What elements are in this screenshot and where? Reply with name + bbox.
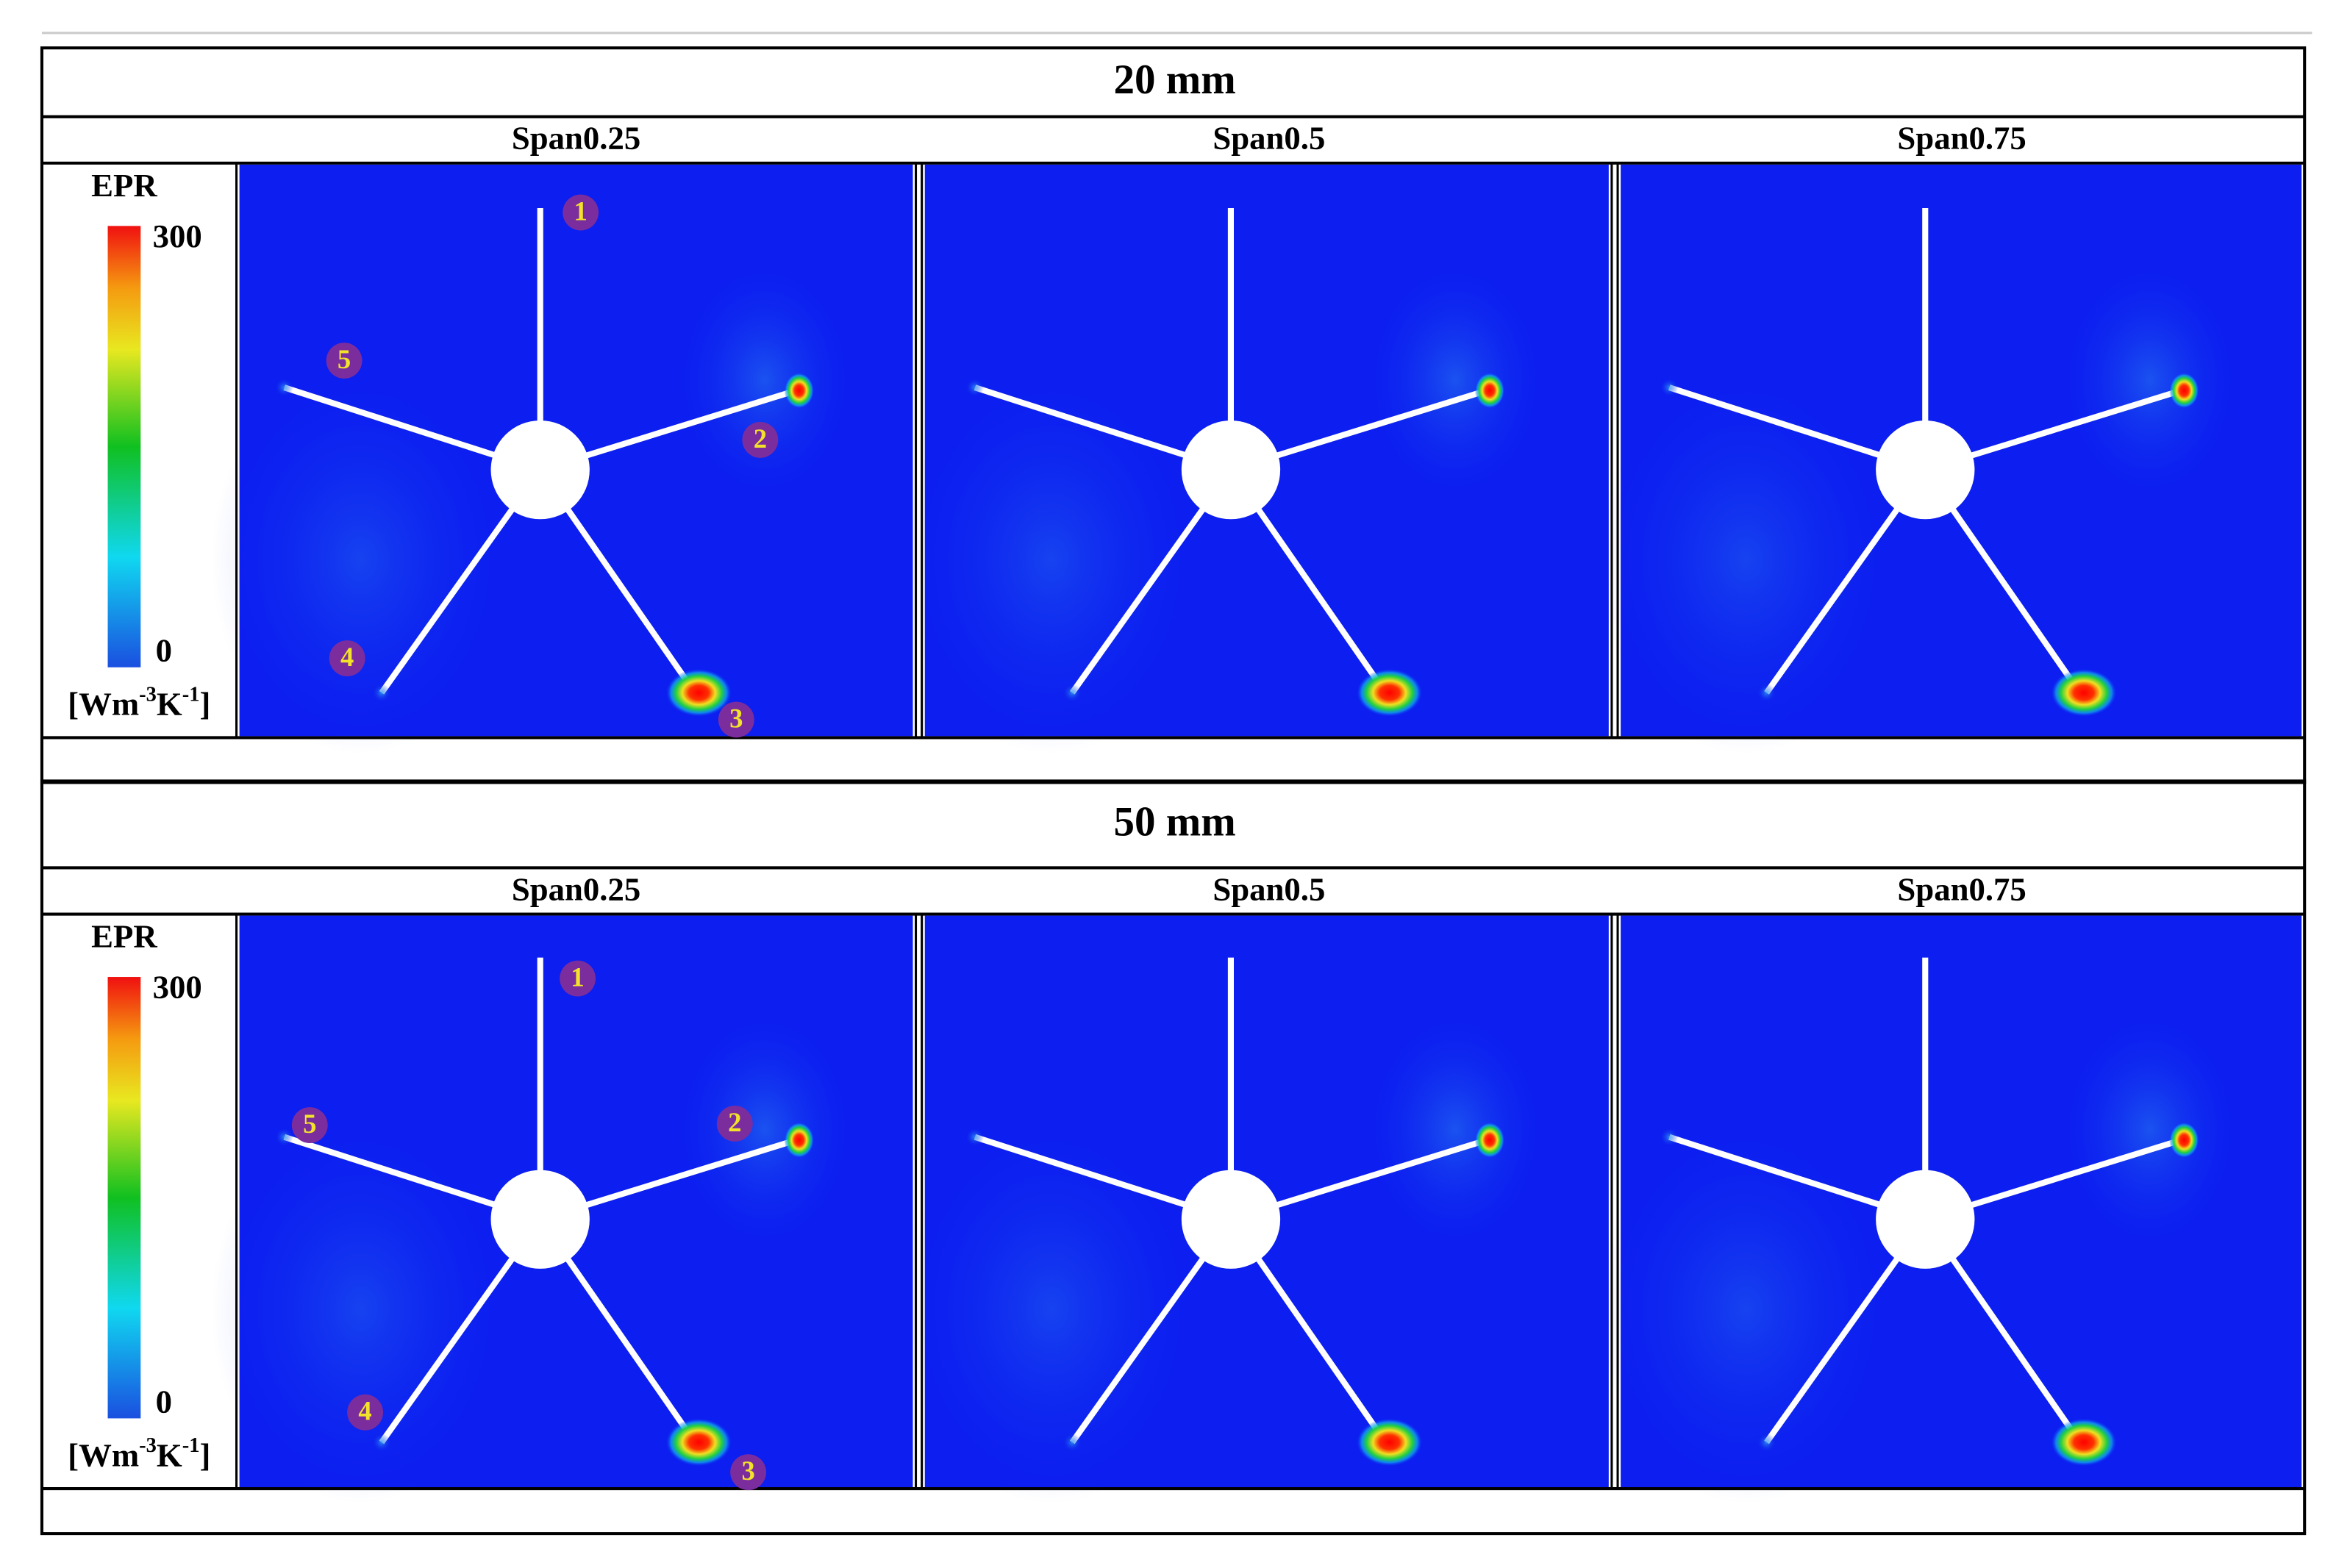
- flow-glow: [674, 260, 855, 500]
- hot-spot: [2051, 668, 2117, 717]
- colorbar-min: 0: [156, 1383, 172, 1420]
- hot-spot: [1356, 668, 1423, 717]
- blade-label-badge: [563, 194, 599, 231]
- flow-glow: [210, 1114, 510, 1504]
- hot-spot: [372, 1433, 391, 1452]
- hot-spot: [965, 1128, 985, 1147]
- hot-spot: [965, 378, 985, 397]
- colorbar-unit-part: -1: [182, 683, 200, 706]
- colorbar-min: 0: [156, 632, 172, 669]
- hot-spot: [1063, 1433, 1082, 1452]
- colorbar-unit-part: K: [157, 1437, 182, 1474]
- blade-label: 2: [754, 423, 767, 454]
- hot-spot: [1356, 1418, 1423, 1467]
- colorbar-unit-part: [Wm: [68, 1437, 139, 1474]
- blade-label: 1: [571, 962, 584, 992]
- colorbar-unit: [Wm-3K-1]: [68, 1434, 210, 1474]
- hot-spot: [1757, 1433, 1776, 1452]
- hot-spot: [784, 1122, 815, 1159]
- row-title: 20 mm: [1114, 57, 1236, 103]
- row-box: [40, 779, 2307, 1536]
- flow-glow: [1596, 365, 1896, 754]
- blade-label: 1: [574, 196, 587, 226]
- hot-spot: [665, 668, 732, 717]
- hot-spot: [1660, 378, 1679, 397]
- hub: [490, 1170, 590, 1269]
- flow-glow: [901, 1114, 1201, 1504]
- column-label: Span0.25: [512, 870, 640, 907]
- column-label: Span0.5: [1213, 870, 1325, 907]
- colorbar-max: 300: [153, 218, 202, 254]
- hub: [1181, 1170, 1281, 1269]
- blade-label-badge: [742, 421, 779, 458]
- colorbar-unit-part: ]: [199, 1437, 210, 1474]
- colorbar-unit-part: -3: [139, 683, 157, 706]
- blade-label: 2: [728, 1107, 741, 1137]
- hot-spot: [665, 1418, 732, 1467]
- blade-label-badge: [347, 1394, 384, 1431]
- colorbar-unit-part: -3: [139, 1434, 157, 1457]
- blade-label-badge: [291, 1107, 328, 1143]
- colorbar: [107, 977, 141, 1419]
- column-label: Span0.5: [1213, 120, 1325, 157]
- blade-label: 5: [303, 1109, 316, 1139]
- blade-label: 4: [340, 642, 354, 672]
- hot-spot: [1474, 1122, 1505, 1159]
- hot-spot: [784, 372, 815, 409]
- flow-glow: [2060, 260, 2240, 500]
- colorbar: [107, 226, 141, 667]
- blade-label-badge: [326, 343, 363, 379]
- blade-label: 3: [729, 703, 743, 733]
- flow-glow: [1365, 1009, 1546, 1250]
- column-label: Span0.75: [1897, 120, 2026, 157]
- flow-glow: [1596, 1114, 1896, 1504]
- hot-spot: [2169, 1122, 2199, 1159]
- colorbar-max: 300: [153, 969, 202, 1006]
- blade-label-badge: [329, 640, 365, 676]
- blade-label: 5: [338, 344, 351, 374]
- colorbar-unit: [Wm-3K-1]: [68, 683, 210, 723]
- hot-spot: [1660, 1128, 1679, 1147]
- hot-spot: [1063, 684, 1082, 702]
- column-label: Span0.75: [1897, 870, 2026, 907]
- colorbar-title: EPR: [91, 917, 157, 954]
- blade-label-badge: [730, 1454, 767, 1491]
- colorbar-unit-part: ]: [199, 686, 210, 723]
- colorbar-unit-part: K: [157, 686, 182, 723]
- hub: [1876, 1170, 1975, 1269]
- colorbar-unit-part: [Wm: [68, 686, 139, 723]
- hub: [1876, 420, 1975, 520]
- flow-glow: [674, 1009, 855, 1250]
- column-label: Span0.25: [512, 120, 640, 157]
- blade-label-badge: [718, 701, 754, 738]
- flow-glow: [901, 365, 1201, 754]
- flow-glow: [1365, 260, 1546, 500]
- colorbar-title: EPR: [91, 167, 157, 204]
- hot-spot: [2169, 372, 2199, 409]
- blade-label-badge: [716, 1106, 753, 1142]
- hot-spot: [1474, 372, 1505, 409]
- hot-spot: [1757, 684, 1776, 702]
- hot-spot: [275, 378, 293, 397]
- hub: [1181, 420, 1281, 520]
- hub: [490, 420, 590, 520]
- blade-label-badge: [560, 960, 596, 997]
- row-title: 50 mm: [1114, 799, 1236, 845]
- flow-glow: [2060, 1009, 2240, 1250]
- hot-spot: [275, 1128, 293, 1147]
- colorbar-unit-part: -1: [182, 1434, 200, 1457]
- blade-label: 4: [358, 1396, 371, 1426]
- hot-spot: [2051, 1418, 2117, 1467]
- hot-spot: [372, 684, 391, 702]
- blade-label: 3: [741, 1456, 754, 1486]
- flow-glow: [210, 365, 510, 754]
